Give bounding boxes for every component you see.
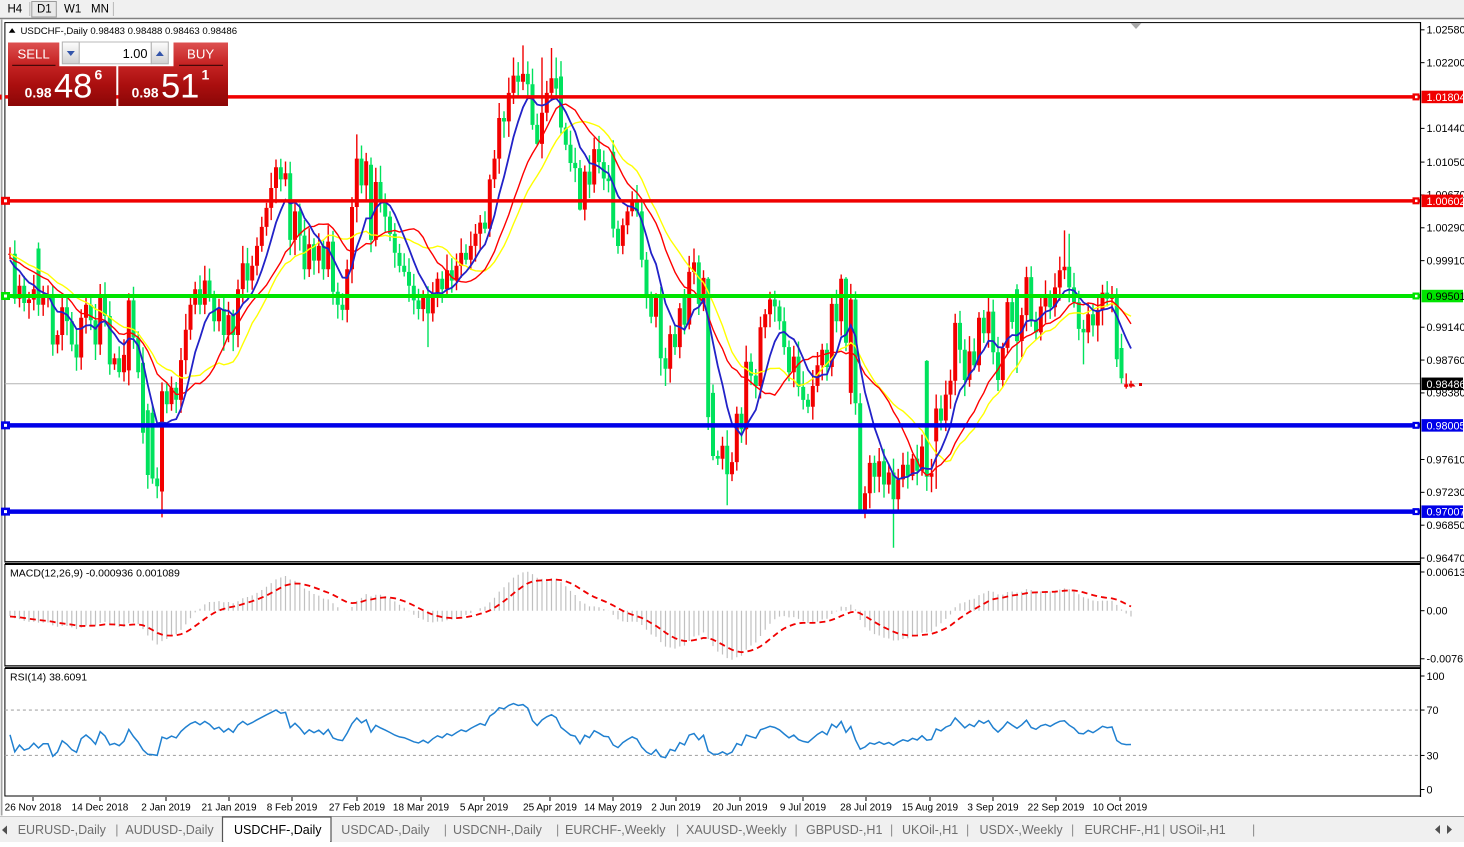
svg-text:EURCHF-,Weekly: EURCHF-,Weekly xyxy=(565,823,666,837)
svg-text:0.98760: 0.98760 xyxy=(1427,355,1464,367)
svg-text:MN: MN xyxy=(91,4,109,16)
svg-text:3 Sep 2019: 3 Sep 2019 xyxy=(967,803,1019,814)
svg-text:0.99501: 0.99501 xyxy=(1427,291,1464,303)
svg-text:14 May 2019: 14 May 2019 xyxy=(584,803,642,814)
svg-text:28 Jul 2019: 28 Jul 2019 xyxy=(840,803,892,814)
svg-text:USDCAD-,Daily: USDCAD-,Daily xyxy=(341,823,430,837)
svg-text:|: | xyxy=(1071,823,1074,837)
svg-text:|: | xyxy=(1162,823,1165,837)
svg-text:48: 48 xyxy=(54,68,92,106)
svg-text:0.99140: 0.99140 xyxy=(1427,322,1464,334)
svg-text:0.96470: 0.96470 xyxy=(1427,553,1464,565)
svg-text:1.01050: 1.01050 xyxy=(1427,157,1464,169)
svg-text:|: | xyxy=(676,823,679,837)
svg-text:1.01804: 1.01804 xyxy=(1427,92,1464,104)
svg-text:6: 6 xyxy=(95,67,103,83)
svg-text:|: | xyxy=(556,823,559,837)
svg-text:-0.007612: -0.007612 xyxy=(1427,654,1464,666)
svg-text:51: 51 xyxy=(161,68,199,106)
svg-text:100: 100 xyxy=(1427,671,1445,683)
svg-text:1.00: 1.00 xyxy=(123,46,148,61)
svg-text:XAUUSD-,Weekly: XAUUSD-,Weekly xyxy=(686,823,787,837)
svg-text:0.98005: 0.98005 xyxy=(1427,420,1464,432)
svg-text:0.96850: 0.96850 xyxy=(1427,520,1464,532)
svg-text:70: 70 xyxy=(1427,705,1439,717)
svg-text:W1: W1 xyxy=(64,4,81,16)
svg-text:18 Mar 2019: 18 Mar 2019 xyxy=(393,803,450,814)
svg-text:RSI(14) 38.6091: RSI(14) 38.6091 xyxy=(10,672,87,684)
svg-text:0.97230: 0.97230 xyxy=(1427,487,1464,499)
svg-text:USDX-,Weekly: USDX-,Weekly xyxy=(980,823,1064,837)
svg-text:27 Feb 2019: 27 Feb 2019 xyxy=(329,803,386,814)
svg-text:D1: D1 xyxy=(37,4,52,16)
svg-text:2 Jan 2019: 2 Jan 2019 xyxy=(141,803,191,814)
svg-text:20 Jun 2019: 20 Jun 2019 xyxy=(712,803,767,814)
svg-text:USDCNH-,Daily: USDCNH-,Daily xyxy=(453,823,543,837)
svg-text:1: 1 xyxy=(202,67,210,83)
svg-text:15 Aug 2019: 15 Aug 2019 xyxy=(902,803,959,814)
svg-text:25 Apr 2019: 25 Apr 2019 xyxy=(523,803,577,814)
svg-text:0.98: 0.98 xyxy=(25,85,52,100)
svg-text:0.00: 0.00 xyxy=(1427,606,1448,618)
svg-text:SELL: SELL xyxy=(17,47,49,62)
svg-text:8 Feb 2019: 8 Feb 2019 xyxy=(267,803,318,814)
svg-text:1.01440: 1.01440 xyxy=(1427,123,1464,135)
svg-text:1.02580: 1.02580 xyxy=(1427,25,1464,37)
svg-text:USOil-,H1: USOil-,H1 xyxy=(1170,823,1226,837)
svg-text:0.98486: 0.98486 xyxy=(1427,379,1464,391)
svg-text:0.97007: 0.97007 xyxy=(1427,507,1464,519)
svg-text:10 Oct 2019: 10 Oct 2019 xyxy=(1093,803,1148,814)
svg-text:5 Apr 2019: 5 Apr 2019 xyxy=(460,803,509,814)
svg-text:26 Nov 2018: 26 Nov 2018 xyxy=(5,803,62,814)
svg-text:H4: H4 xyxy=(8,4,23,16)
svg-text:EURUSD-,Daily: EURUSD-,Daily xyxy=(18,823,107,837)
svg-text:AUDUSD-,Daily: AUDUSD-,Daily xyxy=(125,823,214,837)
svg-text:|: | xyxy=(890,823,893,837)
svg-text:0.98: 0.98 xyxy=(132,85,159,100)
svg-text:BUY: BUY xyxy=(187,47,214,62)
svg-text:0: 0 xyxy=(1427,784,1433,796)
svg-text:0.00613: 0.00613 xyxy=(1427,567,1464,579)
svg-text:0.97610: 0.97610 xyxy=(1427,454,1464,466)
svg-text:|: | xyxy=(795,823,798,837)
svg-text:1.02200: 1.02200 xyxy=(1427,57,1464,69)
svg-text:GBPUSD-,H1: GBPUSD-,H1 xyxy=(806,823,882,837)
svg-text:1.00602: 1.00602 xyxy=(1427,196,1464,208)
svg-text:|: | xyxy=(444,823,447,837)
svg-text:|: | xyxy=(966,823,969,837)
svg-text:USDCHF-,Daily: USDCHF-,Daily xyxy=(234,823,322,837)
svg-text:MACD(12,26,9) -0.000936 0.0010: MACD(12,26,9) -0.000936 0.001089 xyxy=(10,568,180,580)
svg-text:21 Jan 2019: 21 Jan 2019 xyxy=(201,803,256,814)
svg-text:USDCHF-,Daily 0.98483 0.98488: USDCHF-,Daily 0.98483 0.98488 0.98463 0.… xyxy=(21,26,238,37)
svg-text:9 Jul 2019: 9 Jul 2019 xyxy=(780,803,827,814)
svg-text:EURCHF-,H1: EURCHF-,H1 xyxy=(1085,823,1161,837)
svg-text:|: | xyxy=(1252,823,1255,837)
svg-text:UKOil-,H1: UKOil-,H1 xyxy=(902,823,958,837)
svg-text:|: | xyxy=(115,823,118,837)
svg-text:0.99910: 0.99910 xyxy=(1427,255,1464,267)
svg-text:14 Dec 2018: 14 Dec 2018 xyxy=(72,803,129,814)
svg-text:30: 30 xyxy=(1427,750,1439,762)
svg-text:22 Sep 2019: 22 Sep 2019 xyxy=(1028,803,1085,814)
svg-text:1.00290: 1.00290 xyxy=(1427,223,1464,235)
svg-text:2 Jun 2019: 2 Jun 2019 xyxy=(651,803,701,814)
